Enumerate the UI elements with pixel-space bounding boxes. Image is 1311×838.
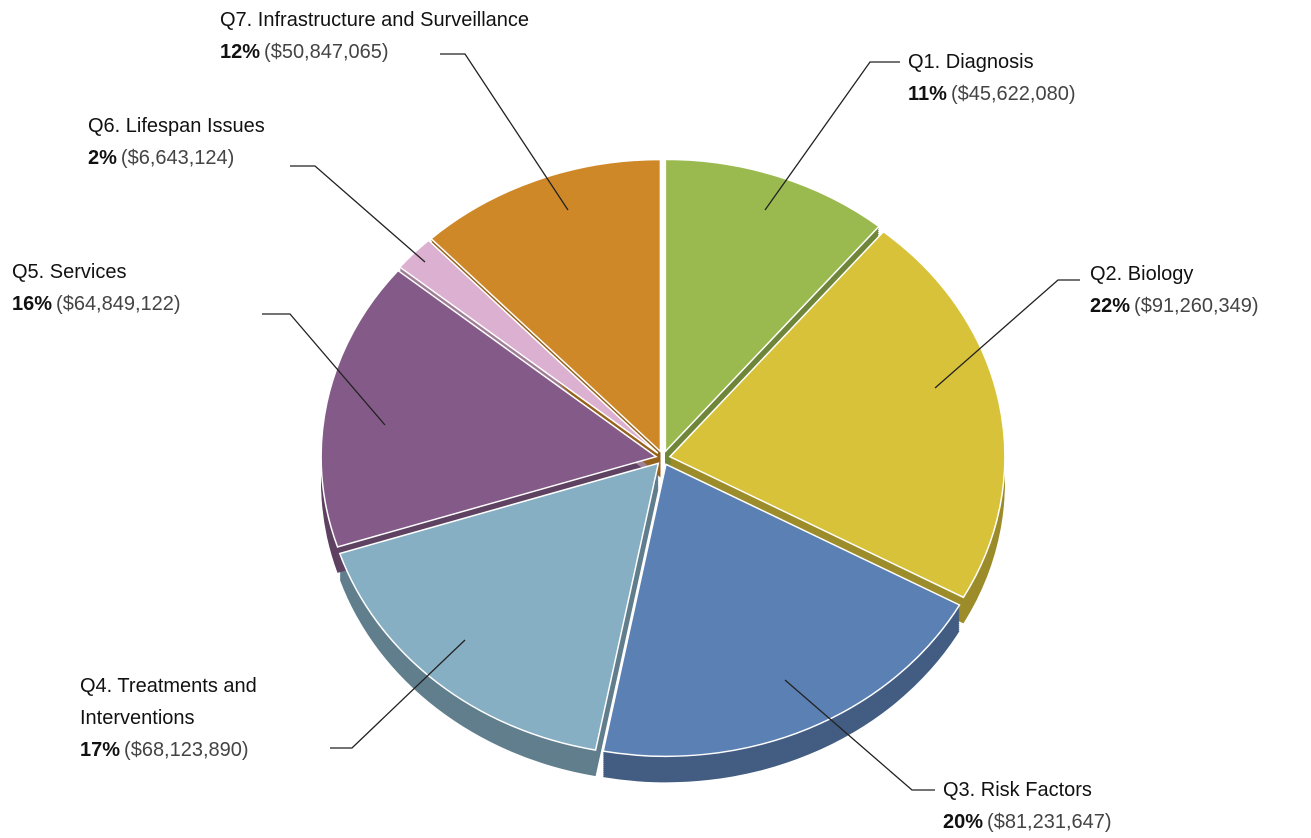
amount-label: ($68,123,890) xyxy=(124,739,249,761)
slice xyxy=(602,463,961,758)
slice-label: Q1. Diagnosis 11% ($45,622,080) xyxy=(908,46,1075,110)
percent-label: 22% xyxy=(1090,295,1131,317)
amount-label: ($45,622,080) xyxy=(950,83,1076,105)
slice xyxy=(320,269,658,548)
slice xyxy=(668,230,1006,599)
amount-label: ($81,231,647) xyxy=(987,811,1112,833)
percent-label: 2% xyxy=(88,147,117,169)
percent-label: 20% xyxy=(943,811,984,833)
value-line: 11% ($45,622,080) xyxy=(908,78,1075,110)
percent-label: 16% xyxy=(12,293,53,315)
leader-line xyxy=(440,53,569,211)
leader-line xyxy=(262,313,386,426)
slice-label: Q2. Biology 22% ($91,260,349) xyxy=(1090,258,1259,322)
leader-line xyxy=(330,639,466,749)
leader-line xyxy=(784,679,935,791)
category-name: Q5. Services xyxy=(12,261,127,283)
value-line: 12% ($50,847,065) xyxy=(220,36,529,68)
slice-label: Q5. Services 16% ($64,849,122) xyxy=(12,256,181,320)
value-line: 2% ($6,643,124) xyxy=(88,142,265,174)
value-line: 20% ($81,231,647) xyxy=(943,806,1112,838)
slice xyxy=(338,462,660,751)
slice-label: Q4. Treatments and Interventions 17% ($68,… xyxy=(80,670,310,766)
slice xyxy=(429,158,662,454)
amount-label: ($64,849,122) xyxy=(56,293,181,315)
category-name: Q4. Treatments and Interventions xyxy=(80,675,257,729)
amount-label: ($50,847,065) xyxy=(264,41,389,63)
slice xyxy=(664,158,881,454)
amount-label: ($91,260,349) xyxy=(1134,295,1259,317)
slice-label: Q6. Lifespan Issues 2% ($6,643,124) xyxy=(88,110,265,174)
category-name: Q7. Infrastructure and Surveillance xyxy=(220,9,530,31)
category-name: Q3. Risk Factors xyxy=(943,779,1092,801)
leader-line xyxy=(290,165,426,263)
slice-label: Q3. Risk Factors 20% ($81,231,647) xyxy=(943,774,1112,838)
value-line: 17% ($68,123,890) xyxy=(80,734,310,766)
slice xyxy=(398,239,659,454)
percent-label: 12% xyxy=(220,41,261,63)
amount-label: ($6,643,124) xyxy=(120,147,235,169)
percent-label: 17% xyxy=(80,739,121,761)
pie-tops xyxy=(320,158,1006,758)
category-name: Q2. Biology xyxy=(1090,263,1194,285)
leader-line xyxy=(934,279,1080,389)
slice-label: Q7. Infrastructure and Surveillance 12% ($… xyxy=(220,4,529,68)
percent-label: 11% xyxy=(908,83,947,105)
value-line: 16% ($64,849,122) xyxy=(12,288,181,320)
value-line: 22% ($91,260,349) xyxy=(1090,290,1259,322)
leader-line xyxy=(764,61,900,211)
category-name: Q1. Diagnosis xyxy=(908,51,1034,73)
category-name: Q6. Lifespan Issues xyxy=(88,115,265,137)
